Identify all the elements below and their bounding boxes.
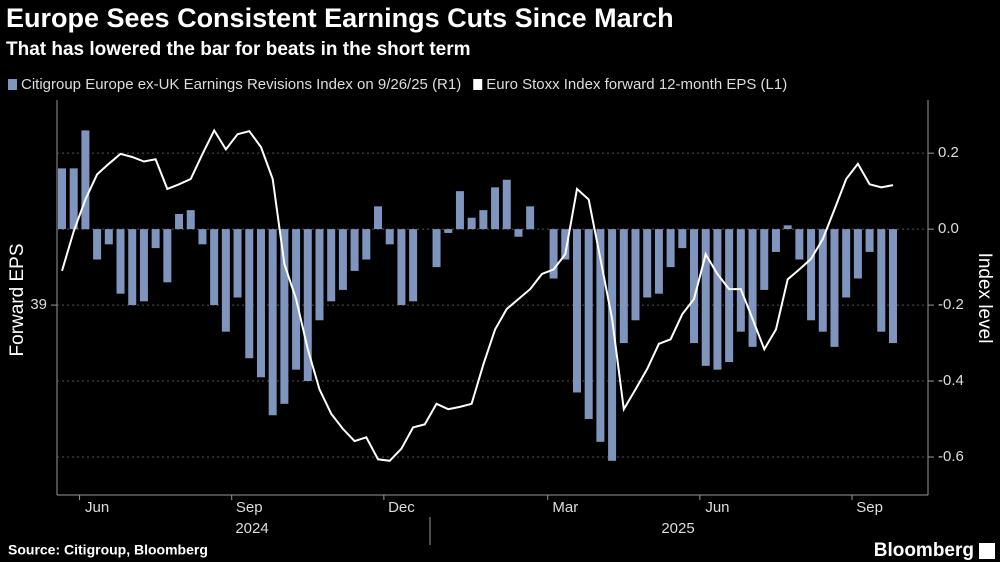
bar: [58, 168, 66, 230]
bar: [444, 229, 453, 233]
bar: [233, 229, 242, 298]
bar: [221, 229, 230, 332]
bar: [81, 130, 90, 230]
bar: [104, 229, 113, 245]
bar: [584, 229, 593, 420]
bar: [561, 229, 570, 260]
y2-tick-label: 0.0: [938, 220, 959, 237]
bar: [315, 229, 324, 321]
bar: [210, 229, 219, 306]
x-tick-label: Mar: [552, 499, 578, 516]
bar: [654, 229, 663, 294]
brand: Bloomberg: [874, 540, 974, 561]
line: [61, 128, 894, 462]
legend-label: Citigroup Europe ex-UK Earnings Revision…: [21, 76, 461, 93]
bar: [491, 187, 500, 230]
bar: [889, 229, 897, 344]
bar: [818, 229, 827, 332]
bar: [374, 206, 383, 230]
bar: [830, 229, 839, 347]
bar: [139, 229, 148, 302]
bar: [877, 229, 886, 332]
bar: [128, 229, 137, 306]
bar: [713, 229, 722, 370]
bar: [69, 168, 78, 230]
bar: [467, 217, 476, 230]
legend-swatch: [473, 79, 483, 90]
y-tick-label: 39: [30, 296, 47, 313]
bar: [327, 229, 336, 302]
bar: [842, 229, 851, 298]
y2-tick-label: -0.2: [938, 296, 964, 313]
bar: [690, 229, 699, 344]
bar: [502, 179, 511, 230]
bar: [725, 229, 734, 363]
chart-subtitle: That has lowered the bar for beats in th…: [6, 39, 471, 60]
x-tick-label: Sep: [236, 499, 263, 516]
bar: [186, 210, 195, 230]
x-tick-label: Sep: [856, 499, 883, 516]
bar: [771, 229, 780, 252]
bar: [678, 229, 687, 249]
bar: [175, 213, 184, 230]
y2-tick-label: -0.6: [938, 448, 964, 465]
bar: [619, 229, 628, 344]
bar: [596, 229, 605, 442]
bar: [608, 229, 617, 461]
bar: [549, 229, 558, 279]
bar: [807, 229, 816, 321]
bar: [362, 229, 371, 260]
brand-icon: [979, 543, 995, 559]
bar: [853, 229, 862, 279]
bar: [93, 229, 102, 260]
bar: [338, 229, 347, 290]
bar: [432, 229, 441, 268]
bar: [116, 229, 125, 294]
bar: [526, 206, 535, 230]
bar: [409, 229, 418, 302]
x-tick-label: Dec: [388, 499, 415, 516]
bar: [303, 229, 312, 382]
bar: [455, 191, 464, 230]
bar: [643, 229, 652, 298]
y-axis-label: Forward EPS: [7, 244, 28, 357]
chart-title: Europe Sees Consistent Earnings Cuts Sin…: [6, 3, 674, 33]
bar: [479, 210, 488, 230]
bar: [245, 229, 254, 359]
legend-swatch: [8, 79, 17, 90]
x-group-label: 2025: [661, 520, 694, 537]
bar: [631, 229, 640, 321]
source: Source: Citigroup, Bloomberg: [8, 542, 208, 558]
bar: [783, 225, 792, 230]
x-tick-label: Jun: [705, 499, 729, 516]
bar: [701, 229, 710, 366]
bar: [736, 229, 745, 332]
bar: [151, 229, 160, 249]
bar: [572, 229, 581, 393]
x-tick-label: Jun: [85, 499, 109, 516]
y2-axis-label: Index level: [974, 253, 995, 344]
bar: [163, 229, 172, 283]
legend-label: Euro Stoxx Index forward 12-month EPS (L…: [486, 76, 787, 93]
bar: [256, 229, 265, 378]
bar: [397, 229, 406, 306]
bar: [350, 229, 359, 271]
bar: [760, 229, 769, 290]
y2-tick-label: -0.4: [938, 372, 964, 389]
bar: [666, 229, 675, 268]
bar: [198, 229, 207, 245]
bar: [748, 229, 757, 347]
bar: [385, 229, 394, 245]
bar: [795, 229, 804, 260]
x-group-label: 2024: [235, 520, 268, 537]
bar: [268, 229, 277, 416]
bar: [514, 229, 523, 237]
bar: [865, 229, 874, 252]
bar: [280, 229, 289, 404]
y2-tick-label: 0.2: [938, 144, 959, 161]
